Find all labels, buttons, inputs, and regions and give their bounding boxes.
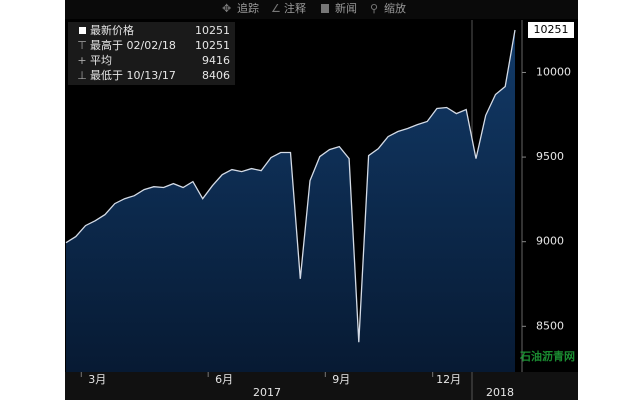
x-tick-label: 9月 bbox=[332, 373, 350, 386]
year-label: 2017 bbox=[253, 386, 281, 399]
x-tick-label: 3月 bbox=[88, 373, 106, 386]
y-tick-label: 9000 bbox=[536, 235, 564, 248]
legend-value: 9416 bbox=[202, 54, 230, 67]
toolbar-icon: ✥ bbox=[222, 2, 231, 15]
year-label: 2018 bbox=[486, 386, 514, 399]
legend-marker bbox=[79, 27, 86, 34]
toolbar-button[interactable]: 注释 bbox=[284, 1, 306, 15]
legend-label: 最高于 02/02/18 bbox=[90, 38, 176, 52]
y-tick-label: 8500 bbox=[536, 319, 564, 332]
x-axis-band bbox=[65, 372, 578, 400]
legend-label: 平均 bbox=[90, 54, 112, 67]
toolbar-icon bbox=[321, 4, 329, 13]
toolbar-icon: ∠ bbox=[271, 2, 281, 15]
legend-value: 10251 bbox=[195, 39, 230, 52]
x-tick-label: 12月 bbox=[436, 373, 461, 386]
toolbar-button[interactable]: 追踪 bbox=[237, 1, 259, 15]
x-tick-label: 6月 bbox=[215, 373, 233, 386]
area-fill bbox=[66, 30, 515, 372]
legend-marker: ⊤ bbox=[77, 39, 87, 52]
toolbar-icon: ⚲ bbox=[370, 2, 378, 15]
legend-marker: ⊥ bbox=[77, 69, 87, 82]
y-tick-label: 10000 bbox=[536, 65, 571, 78]
watermark: 石油沥青网 bbox=[519, 349, 575, 363]
legend-value: 8406 bbox=[202, 69, 230, 82]
last-value-label: 10251 bbox=[534, 23, 569, 36]
y-tick-label: 9500 bbox=[536, 150, 564, 163]
legend-marker: + bbox=[77, 54, 86, 67]
legend-value: 10251 bbox=[195, 24, 230, 37]
legend-box bbox=[68, 22, 235, 85]
line bbox=[65, 29, 516, 343]
legend-label: 最新价格 bbox=[90, 23, 134, 37]
last-value-box bbox=[528, 21, 574, 38]
toolbar-button[interactable]: 新闻 bbox=[335, 1, 357, 15]
legend-label: 最低于 10/13/17 bbox=[90, 69, 176, 82]
toolbar-button[interactable]: 缩放 bbox=[384, 1, 406, 15]
